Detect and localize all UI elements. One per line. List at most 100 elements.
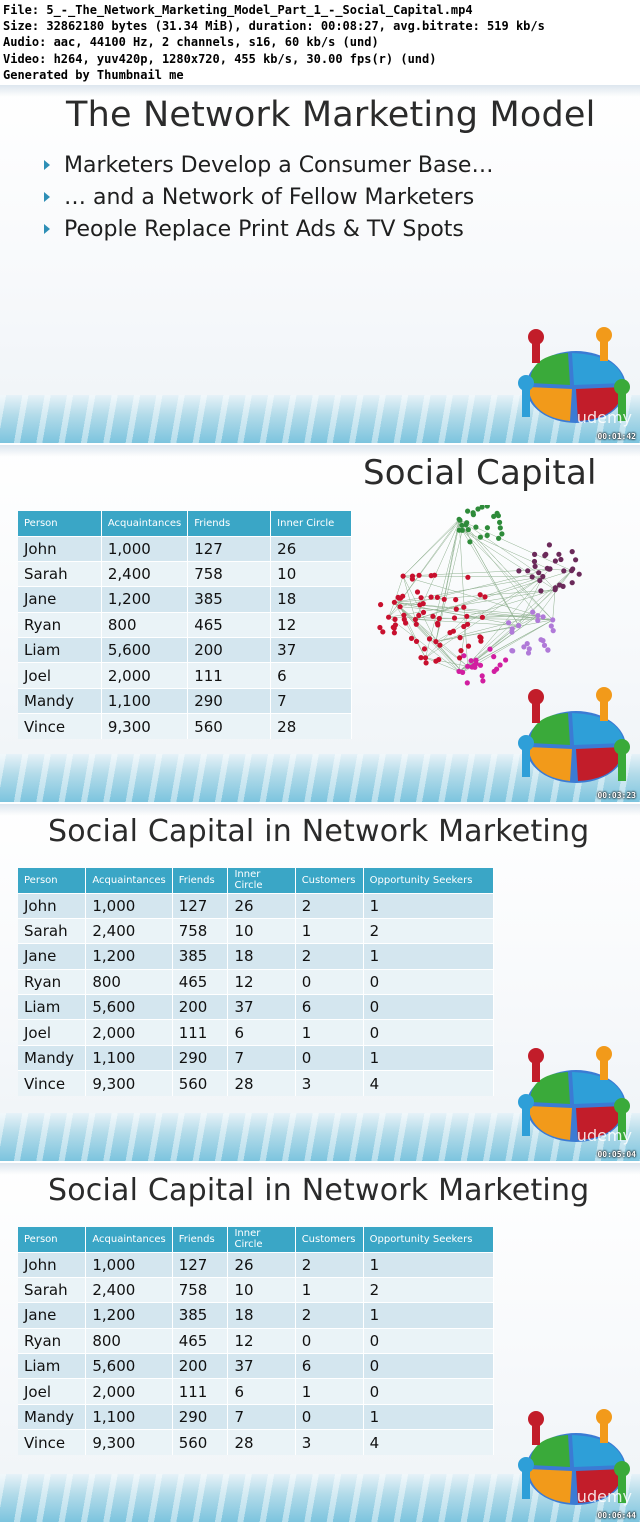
network-node — [461, 623, 467, 630]
file-info-header: File: 5_-_The_Network_Marketing_Model_Pa… — [0, 0, 640, 85]
network-edge — [388, 602, 395, 618]
network-edge — [403, 575, 538, 616]
network-node — [545, 647, 551, 653]
column-header: Person — [18, 1227, 87, 1252]
network-edge — [435, 625, 519, 642]
network-edge — [462, 569, 550, 673]
network-node — [532, 551, 538, 557]
network-node — [436, 615, 442, 622]
table-row: Jane 1,200 385 18 2 1 — [18, 943, 495, 970]
network-node — [552, 558, 558, 564]
network-node — [550, 617, 556, 623]
network-edge — [425, 520, 461, 658]
table-row: John 1,000 127 26 2 1 — [18, 892, 495, 919]
network-node — [540, 614, 546, 620]
network-node — [377, 624, 383, 631]
table-row: Jane 1,200 385 18 2 1 — [18, 1302, 495, 1329]
network-edge — [458, 519, 468, 667]
network-node — [401, 616, 407, 622]
network-edge — [402, 576, 416, 620]
table-row: John 1,000 127 26 — [18, 535, 352, 562]
network-node — [471, 662, 477, 668]
network-node — [536, 570, 542, 576]
column-header: Friends — [172, 868, 229, 893]
network-node — [560, 583, 566, 589]
table-header-row: Person Acquaintances Friends Inner Circl… — [18, 868, 495, 893]
network-node — [491, 513, 497, 519]
column-header: Inner Circle — [227, 868, 296, 893]
network-node — [473, 524, 479, 530]
table-row: Liam 5,600 200 37 6 0 — [18, 1353, 495, 1379]
network-node — [459, 522, 465, 528]
network-node — [416, 612, 422, 618]
network-node — [456, 516, 462, 522]
network-node — [497, 525, 503, 531]
network-node — [496, 535, 502, 541]
timestamp: 00:01:42 — [597, 432, 636, 441]
network-node — [510, 648, 516, 654]
network-edge — [458, 519, 519, 626]
network-node — [556, 551, 562, 557]
network-node — [456, 527, 462, 533]
file-name-line: File: 5_-_The_Network_Marketing_Model_Pa… — [3, 3, 473, 17]
network-edge — [394, 602, 468, 667]
table-row: Vince 9,300 560 28 3 4 — [18, 1429, 495, 1456]
column-header: Acquaintances — [101, 511, 189, 536]
network-node — [423, 660, 429, 666]
table-row: Sarah 2,400 758 10 1 2 — [18, 917, 495, 944]
network-node — [521, 644, 527, 650]
network-edge — [462, 530, 553, 621]
network-node — [499, 531, 505, 537]
table-header-row: Person Acquaintances Friends Inner Circl… — [18, 1227, 495, 1252]
network-node — [537, 577, 543, 584]
network-node — [426, 636, 433, 642]
network-node — [378, 602, 384, 608]
network-node — [461, 653, 467, 659]
network-node — [470, 512, 476, 518]
network-node — [465, 663, 471, 669]
video-info-line: Video: h264, yuv420p, 1280x720, 455 kb/s… — [3, 51, 437, 66]
network-node — [413, 638, 420, 644]
network-node — [484, 505, 490, 509]
network-node — [570, 566, 576, 572]
network-node — [479, 673, 485, 679]
network-edge — [402, 575, 437, 642]
network-node — [484, 525, 490, 531]
network-edge — [518, 570, 572, 626]
network-node — [460, 669, 466, 675]
network-node — [458, 648, 464, 654]
network-node — [479, 505, 485, 510]
table-row: Joel 2,000 111 6 1 0 — [18, 1378, 495, 1405]
table-row: Ryan 800 465 12 — [18, 611, 352, 638]
puzzle-team-icon — [518, 1046, 630, 1142]
network-node — [531, 558, 538, 565]
column-header: Person — [18, 868, 87, 893]
table-row: Mandy 1,100 290 7 — [18, 687, 352, 714]
timestamp: 00:06:44 — [597, 1511, 636, 1520]
network-node — [428, 594, 434, 600]
network-node — [494, 510, 500, 516]
network-node — [538, 588, 544, 594]
slide-top-band — [0, 804, 640, 816]
network-node — [401, 612, 407, 618]
network-node — [464, 680, 470, 686]
network-edge — [467, 619, 553, 667]
network-edge — [394, 602, 519, 626]
slide-3: Social Capital in Network Marketing Pers… — [0, 804, 640, 1161]
network-edge — [435, 615, 538, 642]
column-header: Inner Circle — [270, 511, 352, 536]
column-header: Person — [18, 511, 102, 536]
network-node — [436, 657, 442, 663]
network-node — [525, 650, 532, 656]
network-node — [451, 615, 458, 621]
network-edge — [425, 616, 467, 658]
network-node — [573, 557, 579, 563]
timestamp: 00:03:23 — [597, 791, 636, 800]
network-node — [409, 573, 416, 579]
table-row: Vince 9,300 560 28 3 4 — [18, 1070, 495, 1097]
network-node — [465, 643, 472, 649]
network-edge — [552, 589, 556, 620]
network-node — [479, 614, 485, 620]
network-edge — [518, 615, 539, 626]
table-row: Sarah 2,400 758 10 1 2 — [18, 1276, 495, 1303]
